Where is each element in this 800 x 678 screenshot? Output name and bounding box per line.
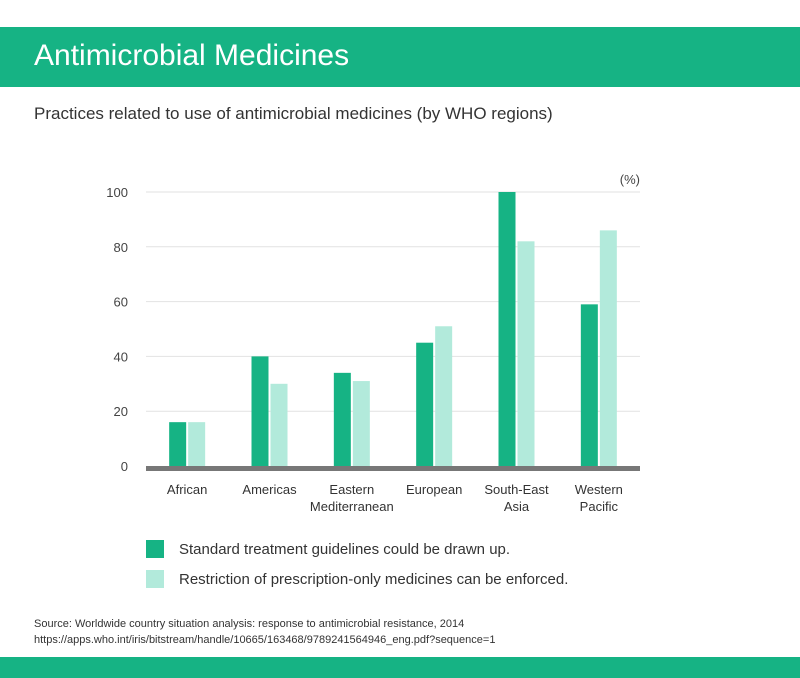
y-unit-label: (%): [620, 172, 640, 187]
x-axis-baseline: [146, 466, 640, 471]
x-tick-label: South-East Asia: [484, 482, 549, 514]
bar-series-2: [188, 422, 206, 466]
y-tick-label: 40: [114, 349, 128, 364]
bar-series-2: [435, 326, 453, 466]
legend-swatch-series-2: [146, 570, 164, 588]
source-citation: Source: Worldwide country situation anal…: [34, 618, 465, 630]
footer-band: [0, 657, 800, 678]
x-tick-label: African: [167, 482, 207, 497]
x-tick-label: European: [406, 482, 462, 497]
bar-series-1: [251, 356, 269, 466]
bar-series-1: [333, 372, 351, 466]
bar-series-1: [416, 342, 434, 466]
y-tick-label: 0: [121, 459, 128, 474]
bar-series-2: [270, 383, 288, 466]
source-note: Source: Worldwide country situation anal…: [34, 616, 495, 648]
source-url: https://apps.who.int/iris/bitstream/hand…: [34, 634, 496, 646]
bar-series-2: [517, 241, 535, 466]
bar-chart: 0 20 40 60 80 100 (%) African Americas Eastern Med…: [106, 172, 640, 514]
y-tick-label: 60: [114, 295, 128, 310]
x-tick-label: Western Pacific: [575, 482, 623, 514]
legend-swatch-series-1: [146, 540, 164, 558]
chart-subtitle: Practices related to use of antimicrobia…: [34, 104, 553, 123]
y-tick-label: 20: [114, 404, 128, 419]
x-tick-label: Eastern Mediterranean: [310, 482, 394, 514]
bar-series-1: [169, 422, 187, 466]
bar-series-2: [352, 381, 370, 466]
x-tick-label: Americas: [242, 482, 297, 497]
y-tick-label: 100: [106, 185, 128, 200]
legend-label-series-2: Restriction of prescription-only medicin…: [179, 571, 569, 588]
bar-series-2: [599, 230, 617, 466]
header-band: [0, 27, 800, 87]
bar-series-1: [498, 192, 516, 466]
legend-label-series-1: Standard treatment guidelines could be d…: [179, 541, 511, 558]
bar-series-1: [580, 304, 598, 466]
page-title: Antimicrobial Medicines: [34, 39, 350, 72]
y-tick-label: 80: [114, 240, 128, 255]
